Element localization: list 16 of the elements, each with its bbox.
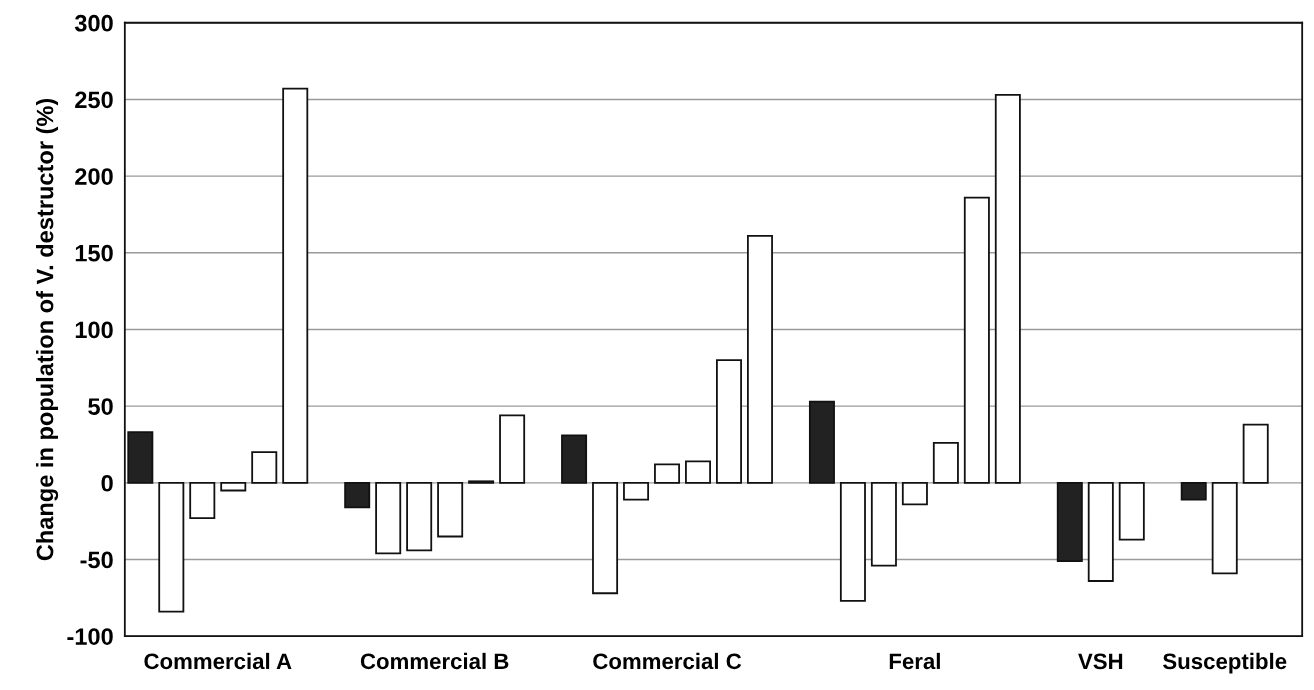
y-tick-label: 100: [75, 321, 113, 339]
y-tick-label: 200: [75, 168, 113, 185]
x-tick-label: VSH: [1078, 653, 1123, 670]
x-tick-label: Commercial A: [144, 652, 292, 670]
y-tick-label: -100: [67, 628, 113, 645]
x-tick-label: Commercial C: [593, 652, 742, 670]
x-tick-label: Commercial B: [360, 652, 509, 670]
y-tick-label: -50: [80, 551, 113, 569]
x-tick-label: Feral: [889, 652, 940, 670]
y-tick-label: 50: [88, 398, 113, 415]
y-tick-label: 300: [74, 14, 113, 32]
y-tick-label: 150: [75, 244, 113, 262]
y-tick-label: 0: [101, 474, 113, 492]
y-axis-title: Change in population of V. destructor (%): [36, 98, 59, 561]
x-tick-label: Susceptible: [1163, 652, 1287, 674]
y-tick-label: 250: [75, 91, 113, 109]
